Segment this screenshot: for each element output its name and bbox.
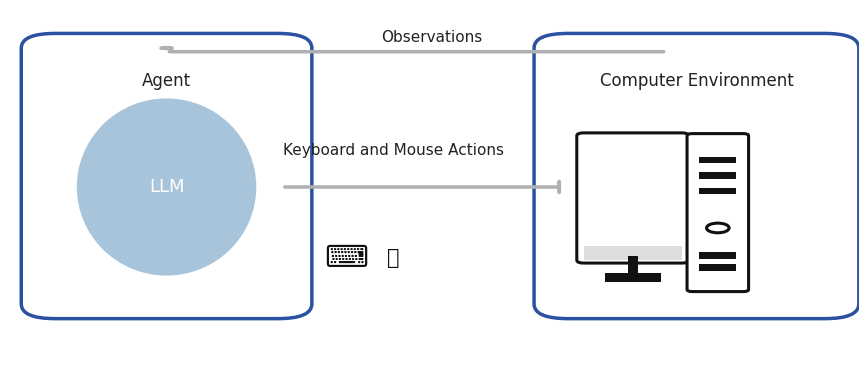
Ellipse shape [77, 98, 256, 276]
FancyBboxPatch shape [687, 134, 748, 292]
FancyBboxPatch shape [576, 133, 689, 263]
Text: Keyboard and Mouse Actions: Keyboard and Mouse Actions [282, 143, 503, 158]
Text: Agent: Agent [142, 72, 191, 90]
Bar [627, 257, 638, 275]
Text: 🖱: 🖱 [387, 248, 400, 268]
Bar [699, 252, 736, 259]
Bar [699, 172, 736, 179]
Bar [699, 157, 736, 163]
Bar [583, 245, 682, 260]
Bar [699, 264, 736, 271]
Bar [605, 273, 660, 282]
Text: ⌨: ⌨ [324, 244, 368, 273]
Text: Observations: Observations [381, 30, 482, 45]
Text: LLM: LLM [148, 178, 185, 196]
Bar [699, 188, 736, 194]
Circle shape [707, 223, 729, 233]
FancyBboxPatch shape [534, 33, 859, 319]
FancyBboxPatch shape [22, 33, 312, 319]
Text: Computer Environment: Computer Environment [600, 72, 793, 90]
